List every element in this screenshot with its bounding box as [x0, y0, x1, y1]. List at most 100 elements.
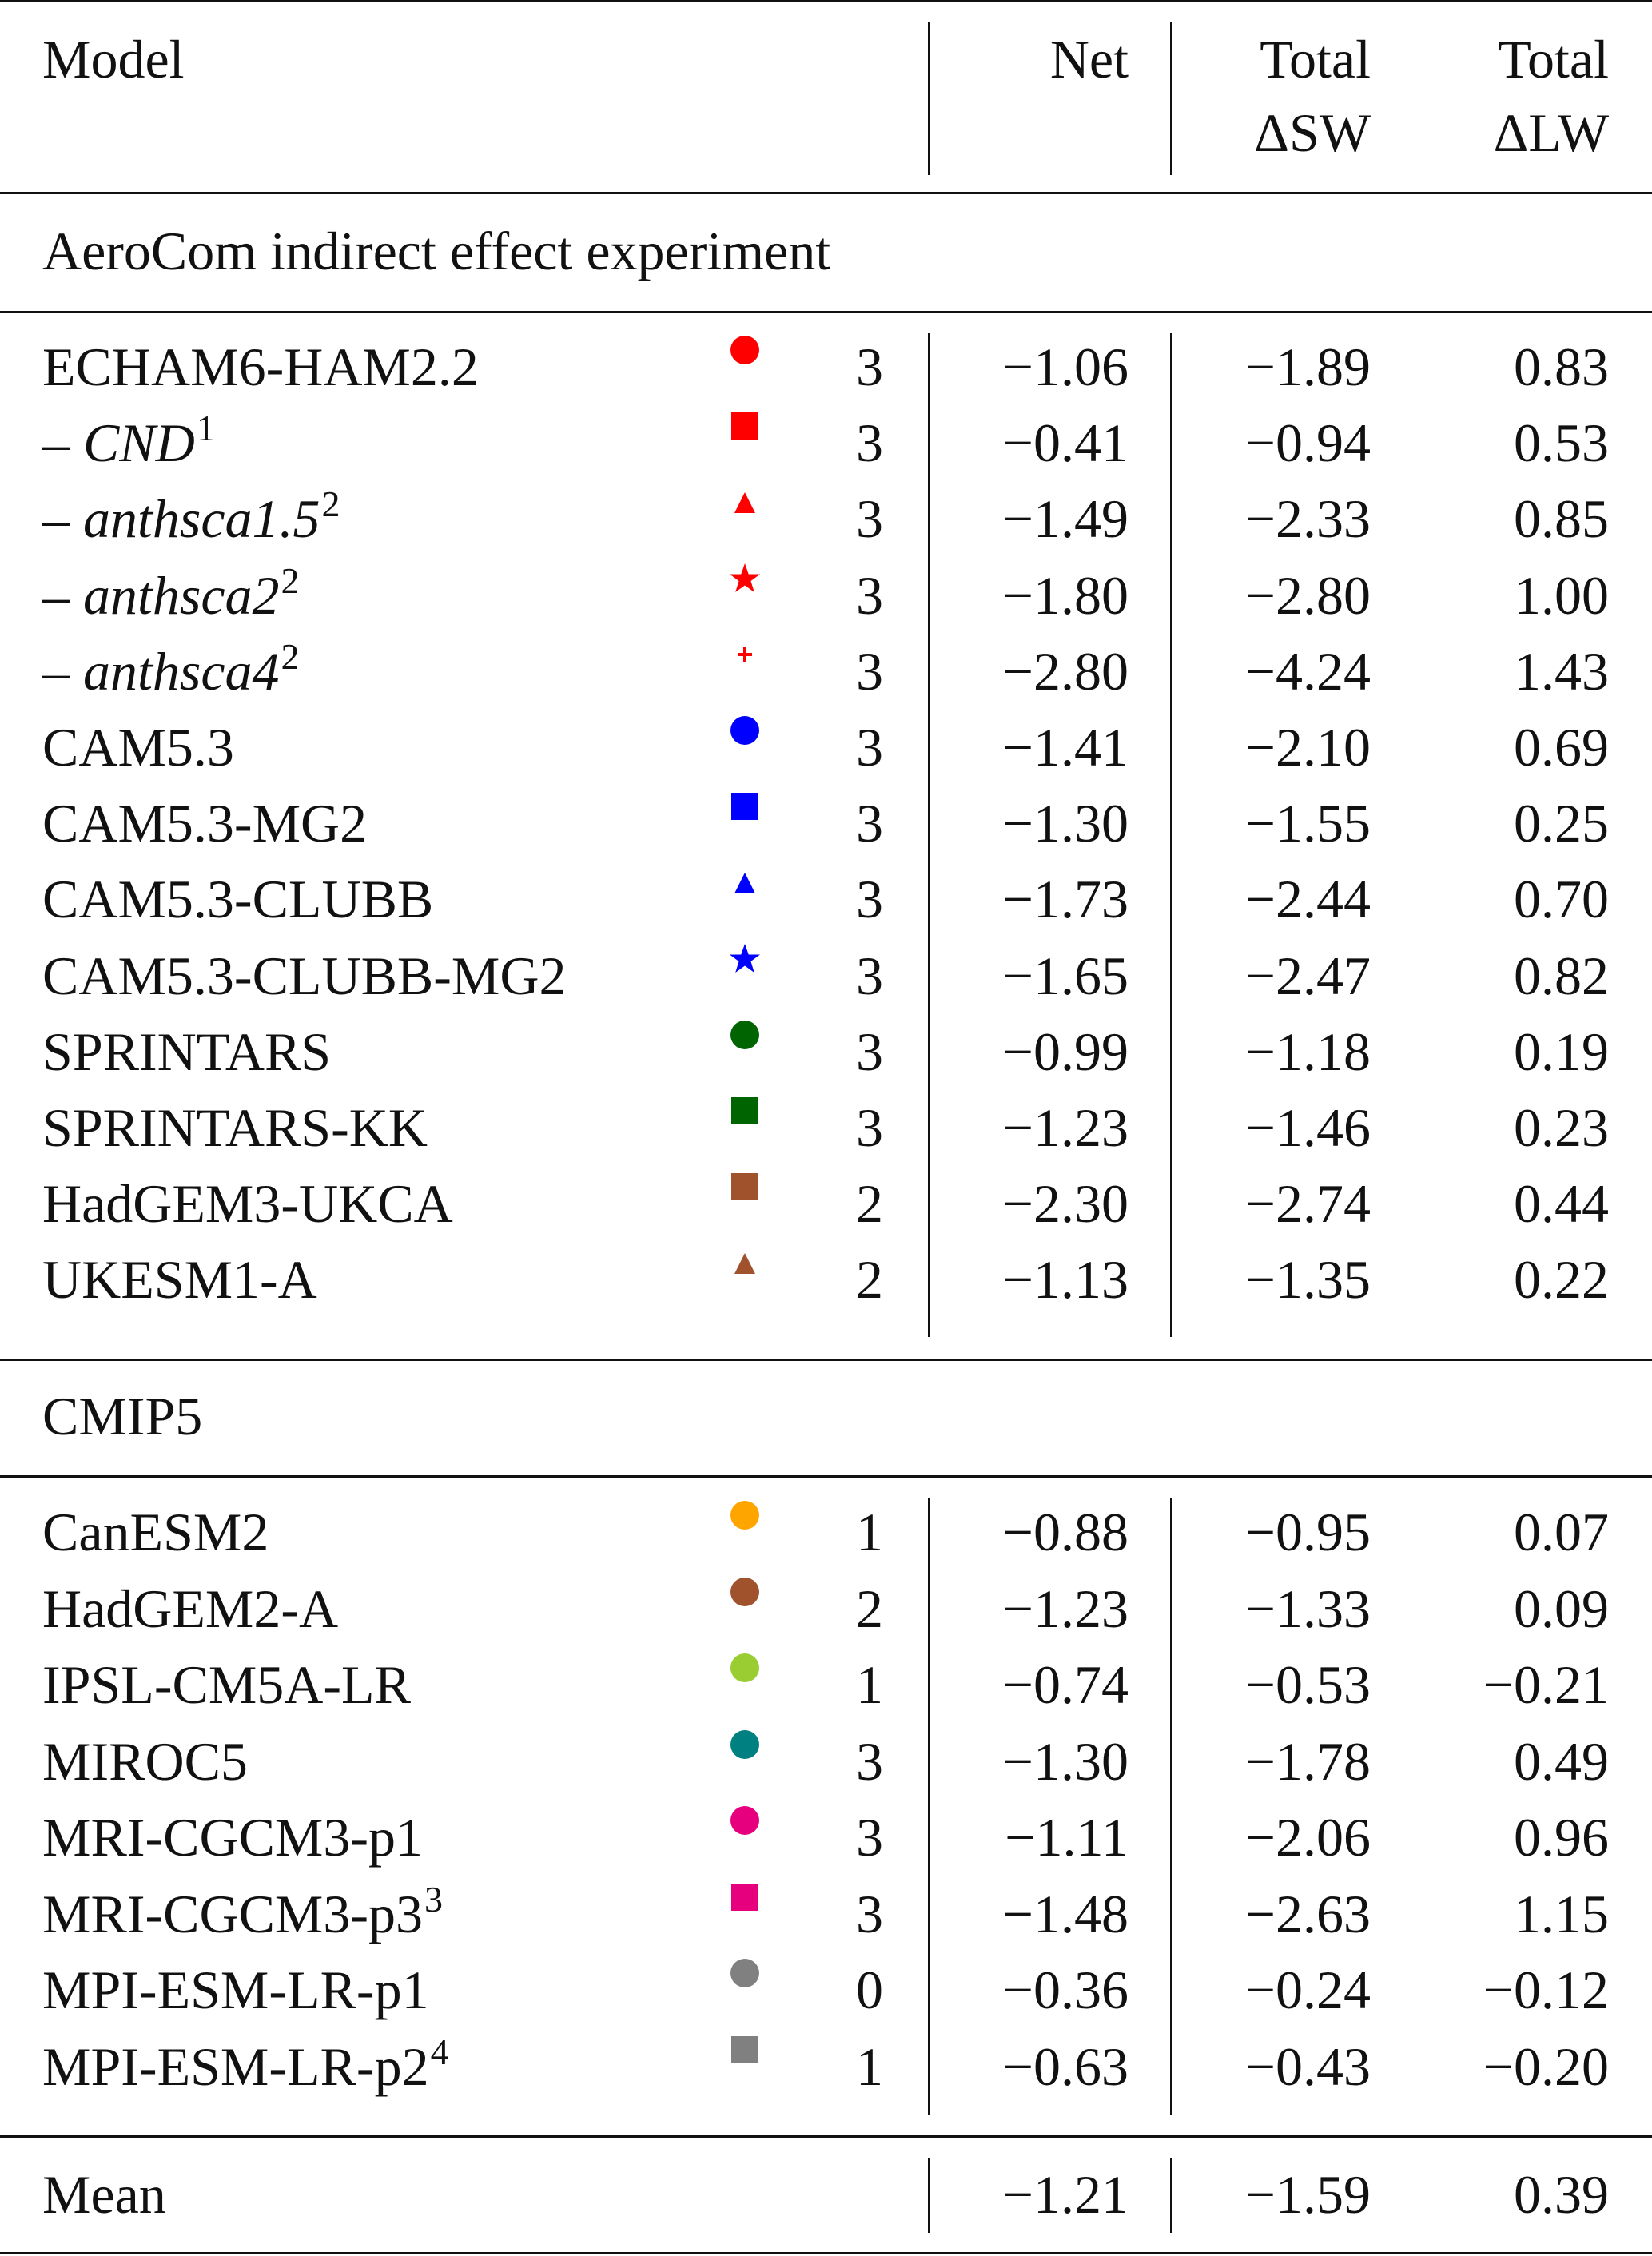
model-name-cell: – anthsca42: [42, 638, 300, 698]
net-value: −0.99: [1002, 1021, 1129, 1082]
net-value: −1.73: [1002, 869, 1129, 930]
net-value: −1.11: [1005, 1807, 1129, 1868]
model-name-cell: HadGEM2-A: [42, 1582, 340, 1636]
total-sw-value: −1.46: [1244, 1097, 1371, 1158]
total-sw-value: −0.43: [1244, 2035, 1371, 2097]
circle-marker-icon: [729, 1019, 761, 1051]
cmip5-divider-2: [1170, 1498, 1172, 2115]
circle-marker-icon: [729, 1729, 761, 1761]
square-marker-icon: [729, 410, 761, 442]
total-lw-value: 0.09: [1514, 1578, 1609, 1639]
model-name: HadGEM2-A: [42, 1578, 339, 1639]
total-lw-value: 0.53: [1514, 412, 1609, 474]
triangle-marker-icon: [729, 1247, 761, 1279]
total-sw-value: −1.78: [1244, 1730, 1371, 1792]
net-value: −1.06: [1002, 336, 1129, 397]
aerocom-divider-1b: [928, 333, 930, 1337]
net-value: −1.41: [1002, 717, 1129, 778]
total-lw-value: −0.20: [1483, 2035, 1609, 2097]
footnote-marker: 4: [430, 2031, 449, 2072]
model-name: UKESM1-A: [42, 1249, 317, 1311]
total-lw-value: 0.22: [1514, 1249, 1609, 1311]
flag-value: 3: [856, 412, 883, 474]
mean-total-sw: −1.59: [1244, 2164, 1371, 2225]
top-rule: [0, 0, 1652, 2]
mean-divider-1: [928, 2158, 930, 2233]
model-name: CanESM2: [42, 1502, 269, 1562]
net-value: −0.36: [1002, 1960, 1129, 2020]
model-name-cell: MRI-CGCM3-p33: [42, 1880, 443, 1941]
model-name: ECHAM6-HAM2.2: [42, 336, 479, 397]
model-name-cell: MIROC5: [42, 1734, 249, 1788]
total-lw-value: 0.82: [1514, 945, 1609, 1006]
model-name: SPRINTARS: [42, 1021, 332, 1082]
net-value: −0.74: [1002, 1654, 1129, 1715]
model-name: IPSL-CM5A-LR: [42, 1654, 411, 1715]
total-sw-value: −1.55: [1244, 793, 1371, 854]
header-total-sw-line2: ΔSW: [1254, 102, 1371, 163]
circle-marker-icon: [729, 1957, 761, 1989]
flag-value: 3: [856, 1097, 883, 1158]
total-lw-value: 0.49: [1514, 1730, 1609, 1792]
flag-value: 3: [856, 793, 883, 854]
circle-marker-icon: [729, 1499, 761, 1531]
variant-dash: –: [42, 412, 83, 474]
net-value: −0.41: [1002, 412, 1129, 474]
star-marker-icon: [729, 943, 761, 975]
flag-value: 2: [856, 1173, 883, 1235]
flag-value: 1: [856, 1502, 883, 1562]
model-name: CND: [83, 412, 195, 474]
mean-divider-2: [1170, 2158, 1172, 2233]
flag-value: 3: [856, 488, 883, 550]
square-marker-icon: [729, 1171, 761, 1203]
flag-value: 3: [856, 1807, 883, 1868]
mean-net: −1.21: [1002, 2164, 1129, 2225]
circle-marker-icon: [729, 714, 761, 746]
model-name: anthsca4: [83, 640, 280, 702]
total-sw-value: −1.89: [1244, 336, 1371, 397]
header-total-lw-line1: Total: [1498, 29, 1609, 90]
triangle-marker-icon: [729, 486, 761, 518]
variant-dash: –: [42, 564, 83, 626]
total-lw-value: 0.25: [1514, 793, 1609, 854]
triangle-marker-icon: [729, 866, 761, 898]
total-lw-value: 0.23: [1514, 1097, 1609, 1158]
cmip5-section-rule: [0, 1475, 1652, 1478]
footnote-marker: 2: [281, 559, 300, 601]
square-marker-icon: [729, 790, 761, 822]
model-name: CAM5.3: [42, 717, 234, 778]
flag-value: 3: [856, 1021, 883, 1082]
model-name-cell: CAM5.3-MG2: [42, 796, 368, 850]
model-name: SPRINTARS-KK: [42, 1097, 428, 1158]
flag-value: 2: [856, 1249, 883, 1311]
header-total-sw-line1: Total: [1260, 29, 1371, 90]
header-rule: [0, 192, 1652, 194]
total-lw-value: −0.12: [1483, 1960, 1609, 2020]
model-name-cell: – anthsca1.52: [42, 486, 340, 547]
footnote-marker: 1: [196, 408, 215, 449]
cmip5-divider-1: [928, 1498, 930, 2115]
flag-value: 3: [856, 945, 883, 1006]
total-lw-value: 0.07: [1514, 1502, 1609, 1562]
total-lw-value: 0.85: [1514, 488, 1609, 550]
star-marker-icon: [729, 563, 761, 595]
model-name-cell: MPI-ESM-LR-p24: [42, 2033, 449, 2094]
aerocom-end-rule: [0, 1359, 1652, 1361]
total-sw-value: −4.24: [1244, 640, 1371, 702]
model-name: CAM5.3-MG2: [42, 793, 368, 854]
model-name-cell: IPSL-CM5A-LR: [42, 1657, 412, 1712]
total-sw-value: −2.10: [1244, 717, 1371, 778]
total-lw-value: 1.15: [1514, 1883, 1609, 1944]
model-name-cell: CanESM2: [42, 1505, 270, 1559]
model-name-cell: MPI-ESM-LR-p1: [42, 1963, 431, 2017]
model-name-cell: HadGEM3-UKCA: [42, 1176, 455, 1231]
net-value: −1.13: [1002, 1249, 1129, 1311]
total-lw-value: 1.43: [1514, 640, 1609, 702]
circle-marker-icon: [729, 1652, 761, 1684]
flag-value: 2: [856, 1578, 883, 1639]
variant-dash: –: [42, 640, 83, 702]
total-sw-value: −0.95: [1244, 1502, 1371, 1562]
section-title-cmip5: CMIP5: [42, 1386, 203, 1446]
net-value: −1.30: [1002, 793, 1129, 854]
net-value: −1.23: [1002, 1578, 1129, 1639]
